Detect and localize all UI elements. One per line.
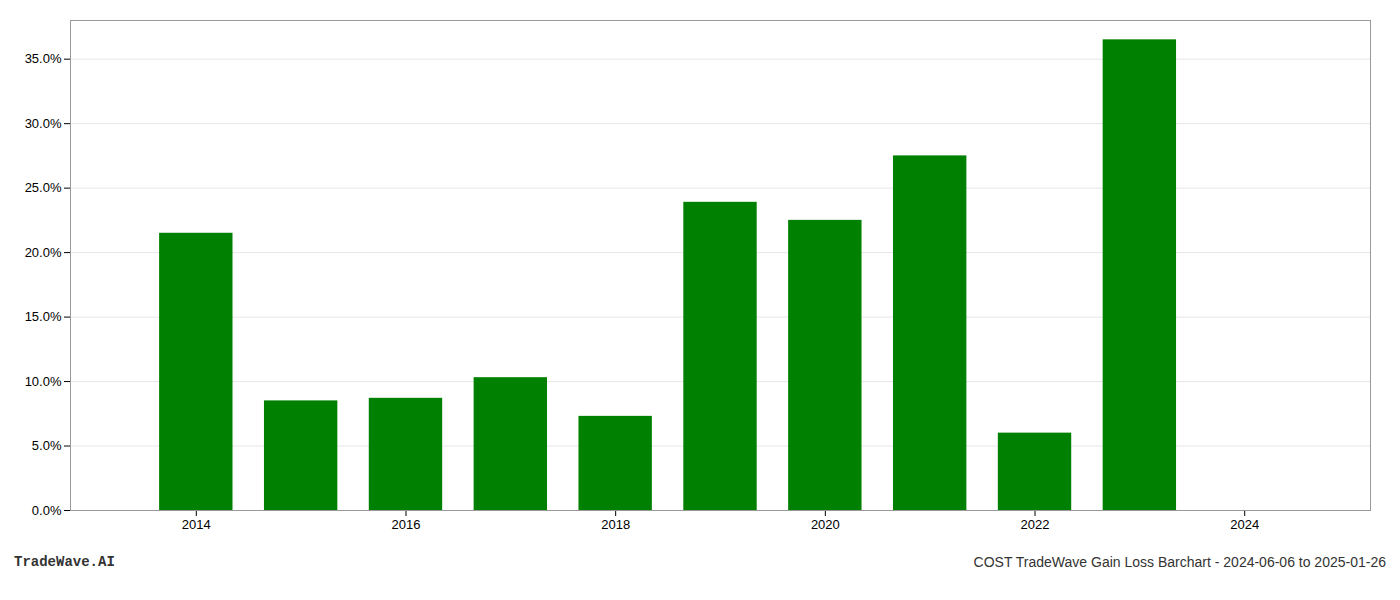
svg-text:20.0%: 20.0% xyxy=(25,245,62,260)
html-text:TradeWave.AI: TradeWave.AI xyxy=(14,554,115,570)
svg-text:35.0%: 35.0% xyxy=(25,51,62,66)
svg-text:15.0%: 15.0% xyxy=(25,309,62,324)
svg-text:2020: 2020 xyxy=(811,517,840,532)
svg-text:30.0%: 30.0% xyxy=(25,116,62,131)
svg-text:2024: 2024 xyxy=(1230,517,1259,532)
svg-text:2018: 2018 xyxy=(601,517,630,532)
svg-text:25.0%: 25.0% xyxy=(25,180,62,195)
svg-text:2022: 2022 xyxy=(1021,517,1050,532)
html-text:COST TradeWave Gain Loss Barch: COST TradeWave Gain Loss Barchart - 2024… xyxy=(973,554,1386,570)
svg-text:2014: 2014 xyxy=(182,517,211,532)
svg-text:2016: 2016 xyxy=(392,517,421,532)
svg-text:0.0%: 0.0% xyxy=(32,503,62,518)
svg-text:10.0%: 10.0% xyxy=(25,374,62,389)
svg-text:5.0%: 5.0% xyxy=(32,438,62,453)
